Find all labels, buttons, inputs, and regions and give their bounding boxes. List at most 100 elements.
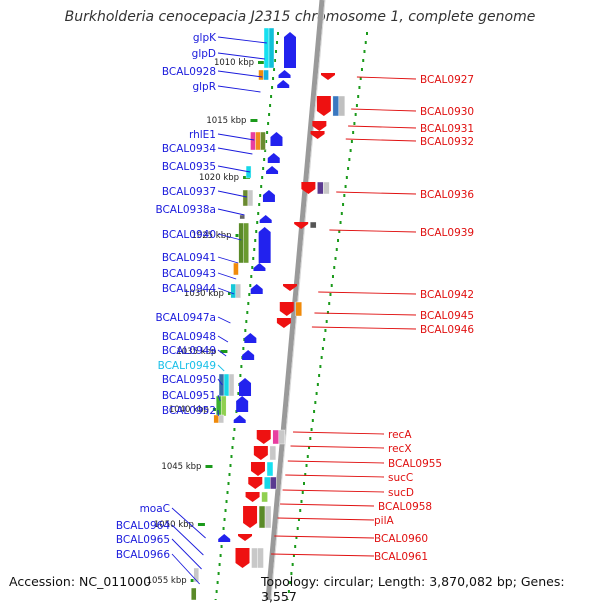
guide-dot-right [365,41,367,44]
left-gene-label: BCAL0948 [162,331,216,343]
left-gene-label: BCAL0947a [155,312,216,324]
right-gene-label: BCAL0958 [378,501,432,513]
guide-dot-left [221,545,223,548]
right-gene-label: BCAL0942 [420,289,474,301]
right-gene-connector [312,327,416,329]
forward-gene-arrow [251,284,263,294]
guide-dot-left [277,32,279,35]
guide-dot-left [267,122,269,125]
right-gene-label: sucC [388,472,413,484]
right-gene-connector [351,109,416,111]
guide-dot-right [337,239,339,242]
reverse-gene-arrow [238,534,252,541]
left-gene-label: BCAL0940 [162,229,216,241]
guide-dot-right [331,284,333,287]
right-gene-label: BCAL0930 [420,106,474,118]
guide-dot-left [255,230,257,233]
forward-gene-arrow [218,534,230,542]
right-feature-box [252,548,258,568]
guide-dot-left [271,86,273,89]
forward-gene-arrow [284,32,296,68]
guide-dot-left [257,212,259,215]
reverse-gene-arrow [236,548,250,568]
guide-dot-left [226,500,228,503]
forward-gene-arrow [277,80,289,88]
guide-dot-right [306,464,308,467]
right-gene-connector [329,230,416,232]
right-gene-label: BCAL0939 [420,227,474,239]
left-gene-label: BCAL0943 [162,268,216,280]
guide-dot-left [239,374,241,377]
guide-dot-right [352,131,354,134]
guide-dot-left [225,509,227,512]
left-feature-box [260,132,265,150]
guide-dot-right [342,203,344,206]
guide-dot-right [323,338,325,341]
right-gene-label: sucD [388,487,414,499]
guide-dot-left [231,446,233,449]
left-feature-box [264,70,269,80]
right-feature-box [270,446,276,460]
left-gene-label: BCAL0949 [162,345,216,357]
left-gene-connector [218,37,267,43]
guide-dot-left [219,563,221,566]
left-gene-connector [172,539,202,569]
reverse-gene-arrow [246,492,260,502]
left-gene-connector [218,365,224,371]
guide-dot-right [299,509,301,512]
guide-dot-right [324,329,326,332]
right-gene-connector [314,313,416,315]
left-feature-box [233,263,238,275]
forward-gene-arrow [263,190,275,202]
right-gene-connector [318,292,416,294]
left-gene-connector [218,148,252,154]
guide-dot-right [316,392,318,395]
guide-dot-right [332,275,334,278]
left-feature-box [259,70,264,80]
right-feature-box [259,506,265,528]
guide-dot-right [321,356,323,359]
right-gene-label: recX [388,443,412,455]
guide-dot-right [294,545,296,548]
kbp-tick-mark [198,523,205,526]
guide-dot-right [333,266,335,269]
guide-dot-left [256,221,258,224]
left-feature-box [231,284,236,298]
left-gene-connector [218,317,230,323]
left-gene-connector [218,209,244,215]
reverse-gene-arrow [317,96,331,116]
guide-dot-left [233,428,235,431]
right-gene-label: BCAL0932 [420,136,474,148]
guide-dot-left [232,437,234,440]
left-gene-label: glpK [193,32,217,44]
guide-dot-right [363,50,365,53]
forward-gene-arrow [259,227,271,263]
guide-dot-right [328,302,330,305]
left-feature-box [239,223,244,263]
left-feature-box [219,415,224,423]
guide-dot-left [242,347,244,350]
right-gene-connector [274,536,374,538]
forward-gene-arrow [242,350,254,360]
guide-dot-right [307,455,309,458]
guide-dot-left [223,527,225,530]
right-feature-box [317,182,323,194]
left-gene-connector [218,134,254,140]
left-gene-connector [218,86,260,92]
guide-dot-left [247,302,249,305]
left-feature-box [255,132,260,150]
left-feature-box [240,215,245,219]
left-gene-connector [218,71,262,77]
guide-dot-right [340,221,342,224]
guide-dot-right [319,365,321,368]
guide-dot-right [322,347,324,350]
right-feature-box [310,222,316,228]
forward-gene-arrow [239,378,251,396]
guide-dot-right [314,401,316,404]
reverse-gene-arrow [277,318,291,328]
right-gene-label: BCAL0955 [388,458,442,470]
guide-dot-left [218,572,220,575]
reverse-gene-arrow [321,73,335,80]
left-feature-box [243,190,248,206]
